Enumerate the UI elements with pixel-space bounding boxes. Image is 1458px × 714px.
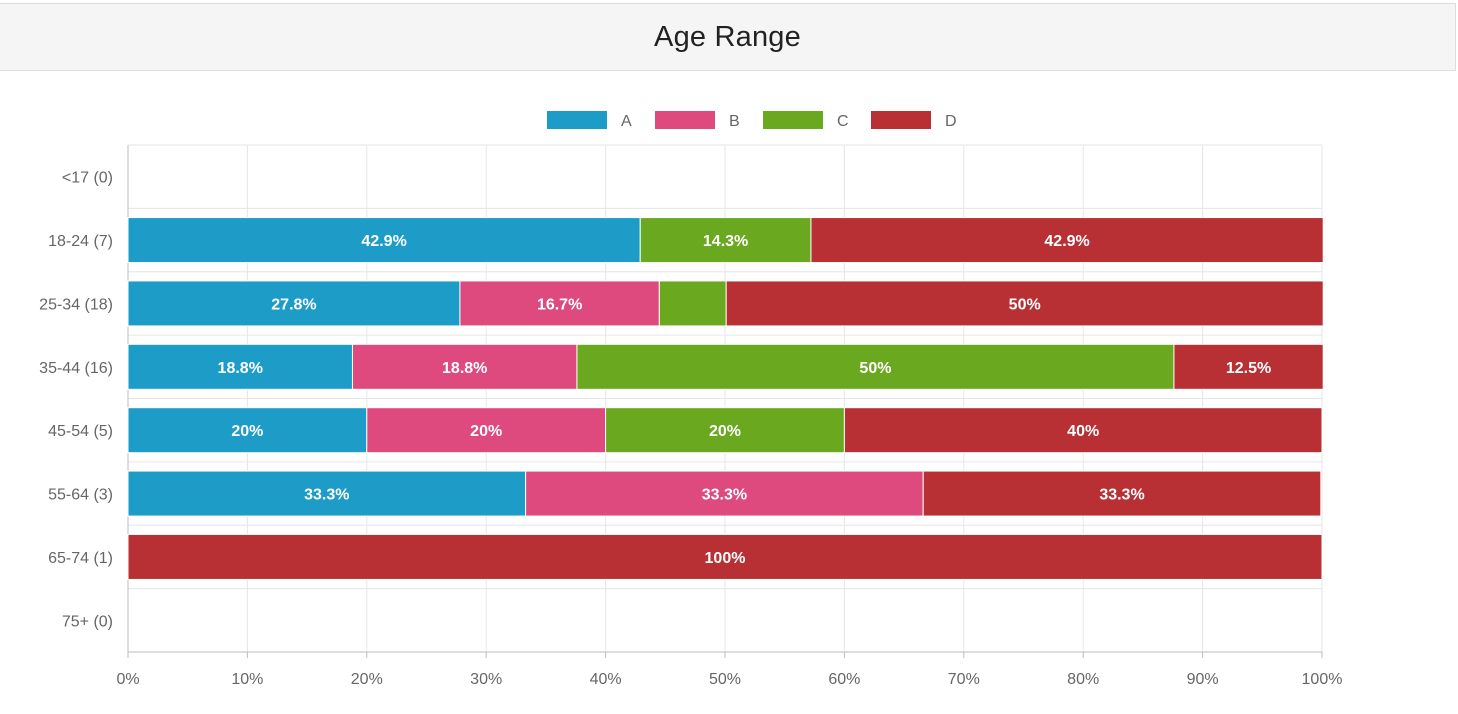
bar-segment-c[interactable] <box>658 280 727 327</box>
x-tick-label: 10% <box>231 671 263 688</box>
x-tick-label: 80% <box>1067 671 1099 688</box>
data-label: 40% <box>1067 423 1099 440</box>
category-label: 35-44 (16) <box>39 360 113 377</box>
x-tick-label: 40% <box>590 671 622 688</box>
bar-segment-d[interactable] <box>127 533 1323 580</box>
data-label: 42.9% <box>361 233 406 250</box>
data-label: 50% <box>1009 296 1041 313</box>
bar-segment-d[interactable] <box>810 217 1324 264</box>
bar-segment-b[interactable] <box>351 343 578 390</box>
data-label: 20% <box>709 423 741 440</box>
bar-segment-a[interactable] <box>127 470 527 517</box>
legend-swatch[interactable] <box>655 111 715 129</box>
bar-segment-a[interactable] <box>127 280 461 327</box>
category-label: 65-74 (1) <box>48 550 113 567</box>
legend-item-b[interactable]: B <box>655 111 740 130</box>
x-tick-label: 20% <box>351 671 383 688</box>
data-label: 16.7% <box>537 296 582 313</box>
data-label: 33.3% <box>304 487 349 504</box>
x-axis: 0% 10% 20% 30% 40% 50% 60% 70% 80% 90% 100% <box>116 652 1342 688</box>
legend-swatch[interactable] <box>547 111 607 129</box>
data-label: 20% <box>470 423 502 440</box>
legend-swatch[interactable] <box>763 111 823 129</box>
bar-segment-c[interactable] <box>605 407 845 454</box>
category-label: 18-24 (7) <box>48 233 113 250</box>
x-tick-label: 100% <box>1302 671 1343 688</box>
x-tick-label: 70% <box>948 671 980 688</box>
bar-segment-a[interactable] <box>127 407 368 454</box>
x-tick-label: 30% <box>470 671 502 688</box>
legend-label[interactable]: B <box>729 113 740 130</box>
category-label: <17 (0) <box>62 170 113 187</box>
data-label: 50% <box>859 360 891 377</box>
bar-segment-d[interactable] <box>1173 343 1324 390</box>
data-label: 18.8% <box>442 360 487 377</box>
data-label: 100% <box>705 550 746 567</box>
legend-swatch[interactable] <box>871 111 931 129</box>
bar-segment-c[interactable] <box>576 343 1175 390</box>
legend-item-c[interactable]: C <box>763 111 849 130</box>
data-label: 20% <box>231 423 263 440</box>
bar-segment-a[interactable] <box>127 217 641 264</box>
legend: A B C D <box>547 111 957 130</box>
data-label: 33.3% <box>702 487 747 504</box>
legend-label[interactable]: A <box>621 113 632 130</box>
data-label: 12.5% <box>1226 360 1271 377</box>
bars: 42.9% 14.3% 42.9% 27.8% 16.7% 50% 18.8% 18.8% 50… <box>127 217 1324 580</box>
panel-title: Age Range <box>654 20 801 53</box>
category-label: 45-54 (5) <box>48 423 113 440</box>
data-label: 33.3% <box>1099 487 1144 504</box>
bar-segment-d[interactable] <box>725 280 1324 327</box>
bar-segment-d[interactable] <box>843 407 1323 454</box>
y-axis: <17 (0) 18-24 (7) 25-34 (18) 35-44 (16) 45-5… <box>39 170 113 631</box>
category-label: 25-34 (18) <box>39 296 113 313</box>
legend-label[interactable]: D <box>945 113 957 130</box>
legend-label[interactable]: C <box>837 113 849 130</box>
x-tick-label: 50% <box>709 671 741 688</box>
x-tick-label: 0% <box>116 671 139 688</box>
data-label: 14.3% <box>703 233 748 250</box>
bar-segment-a[interactable] <box>127 343 353 390</box>
category-label: 55-64 (3) <box>48 487 113 504</box>
bar-segment-b[interactable] <box>459 280 660 327</box>
bar-segment-b[interactable] <box>366 407 607 454</box>
legend-item-d[interactable]: D <box>871 111 957 130</box>
bar-segment-d[interactable] <box>922 470 1322 517</box>
data-label: 27.8% <box>271 296 316 313</box>
x-tick-label: 60% <box>828 671 860 688</box>
panel-header: Age Range <box>0 3 1456 71</box>
category-label: 75+ (0) <box>62 613 113 630</box>
x-tick-label: 90% <box>1187 671 1219 688</box>
data-label: 42.9% <box>1044 233 1089 250</box>
legend-item-a[interactable]: A <box>547 111 632 130</box>
data-label: 18.8% <box>218 360 263 377</box>
